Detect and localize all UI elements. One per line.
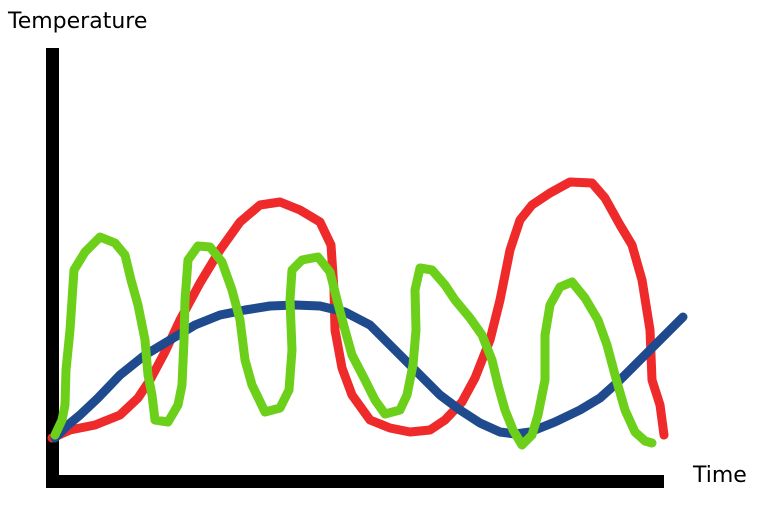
y-axis-label: Temperature [7, 9, 147, 34]
x-axis [46, 475, 664, 488]
x-axis-label: Time [692, 463, 747, 488]
y-axis [46, 48, 59, 488]
green-curve [50, 232, 657, 450]
red-curve [47, 177, 669, 443]
